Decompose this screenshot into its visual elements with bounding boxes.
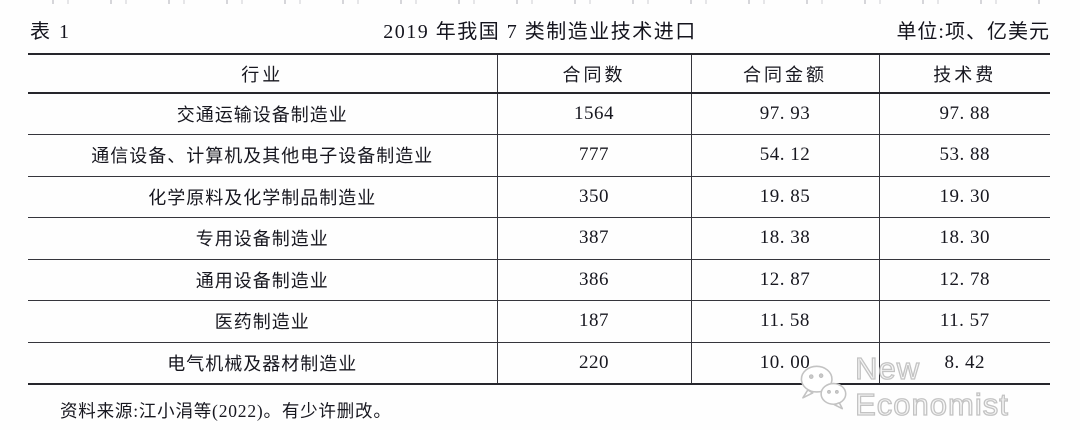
cropped-text-fragments [30,0,1050,4]
amount-cell: 10. 00 [690,342,879,384]
table-row: 专用设备制造业 387 18. 38 18. 30 [28,217,1050,260]
contracts-cell: 350 [496,176,691,218]
amount-cell: 19. 85 [690,176,879,218]
table-row: 通用设备制造业 386 12. 87 12. 78 [28,259,1050,301]
table-row: 电气机械及器材制造业 220 10. 00 8. 42 [28,342,1050,384]
table-caption: 表 1 2019 年我国 7 类制造业技术进口 单位:项、亿美元 [30,13,1050,45]
industry-cell: 交通运输设备制造业 [28,93,497,135]
table-row: 医药制造业 187 11. 58 11. 57 [28,300,1050,343]
fee-cell: 53. 88 [878,134,1050,177]
table-row: 交通运输设备制造业 1564 97. 93 97. 88 [28,93,1050,135]
col-header-industry: 行业 [28,54,497,94]
contracts-cell: 777 [496,134,691,177]
data-table: 行业 合同数 合同金额 技术费 交通运输设备制造业 1564 97. 93 97… [28,53,1050,385]
amount-cell: 97. 93 [690,93,879,135]
table-number: 表 1 [30,20,71,43]
table-row: 通信设备、计算机及其他电子设备制造业 777 54. 12 53. 88 [28,134,1050,177]
watermark-text: New Economist [854,350,1009,422]
table-title: 2019 年我国 7 类制造业技术进口 [383,20,697,43]
industry-cell: 通信设备、计算机及其他电子设备制造业 [28,134,497,177]
amount-cell: 18. 38 [690,217,879,260]
contracts-cell: 387 [496,217,691,260]
table-row: 化学原料及化学制品制造业 350 19. 85 19. 30 [28,176,1050,218]
amount-cell: 54. 12 [690,134,879,177]
col-header-contracts: 合同数 [496,54,691,94]
contracts-cell: 220 [496,342,691,384]
fee-cell: 12. 78 [878,259,1050,301]
fee-cell: 97. 88 [878,93,1050,135]
wechat-logo-icon [800,365,847,410]
watermark: New Economist [796,350,1080,423]
contracts-cell: 386 [496,259,691,301]
fee-cell: 11. 57 [878,300,1050,343]
fee-cell: 18. 30 [878,217,1050,260]
industry-cell: 化学原料及化学制品制造业 [28,176,497,218]
header-row: 行业 合同数 合同金额 技术费 [28,54,1050,94]
fee-cell: 19. 30 [878,176,1050,218]
contracts-cell: 1564 [496,93,691,135]
col-header-fee: 技术费 [878,54,1050,94]
industry-cell: 通用设备制造业 [28,259,497,301]
industry-cell: 医药制造业 [28,300,497,343]
fee-cell: 8. 42 [878,342,1050,384]
source-note: 资料来源:江小涓等(2022)。有少许删改。 [60,401,392,421]
amount-cell: 11. 58 [690,300,879,343]
industry-cell: 专用设备制造业 [28,217,497,260]
col-header-amount: 合同金额 [690,54,879,94]
contracts-cell: 187 [496,300,691,343]
unit-label: 单位:项、亿美元 [896,20,1050,43]
industry-cell: 电气机械及器材制造业 [167,353,358,374]
amount-cell: 12. 87 [690,259,879,301]
